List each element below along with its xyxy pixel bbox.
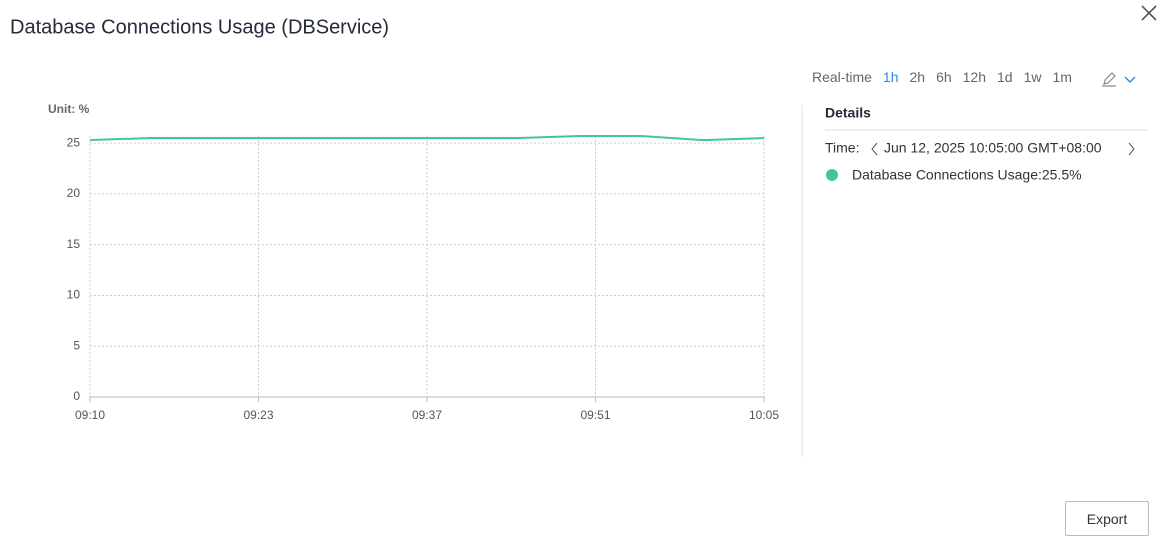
x-tick-label: 10:05 — [749, 408, 779, 422]
edit-icon[interactable] — [1102, 72, 1116, 87]
x-tick-label: 09:37 — [412, 408, 442, 422]
y-tick-label: 25 — [67, 135, 81, 149]
time-range-option[interactable]: 1d — [997, 69, 1013, 85]
export-button[interactable]: Export — [1065, 501, 1149, 536]
close-button[interactable] — [1141, 5, 1157, 21]
y-tick-label: 0 — [73, 389, 80, 403]
y-tick-label: 15 — [67, 237, 81, 251]
time-range-option[interactable]: Real-time — [812, 69, 872, 85]
next-time[interactable] — [1128, 142, 1135, 156]
y-tick-label: 20 — [67, 186, 81, 200]
legend-dot — [826, 169, 838, 181]
time-range-option[interactable]: 12h — [962, 69, 986, 85]
legend-entry: Database Connections Usage:25.5% — [852, 167, 1082, 183]
x-tick-label: 09:23 — [243, 408, 273, 422]
dialog-title: Database Connections Usage (DBService) — [10, 16, 389, 38]
time-label: Time: — [825, 140, 859, 156]
y-tick-label: 5 — [73, 338, 80, 352]
unit-label: Unit: % — [48, 102, 90, 116]
prev-time[interactable] — [871, 142, 878, 156]
time-range-option[interactable]: 1m — [1052, 69, 1072, 85]
y-tick-label: 10 — [67, 288, 81, 302]
details-title: Details — [825, 105, 871, 121]
time-range-option[interactable]: 6h — [936, 69, 952, 85]
time-range-option[interactable]: 1w — [1023, 69, 1042, 85]
time-range-option[interactable]: 2h — [909, 69, 926, 85]
time-value: Jun 12, 2025 10:05:00 GMT+08:00 — [884, 140, 1102, 156]
time-range-selector: Real-time 1h 2h 6h 12h 1d 1w 1m — [812, 69, 1072, 85]
x-tick-label: 09:10 — [75, 408, 105, 422]
time-range-option[interactable]: 1h — [882, 69, 899, 85]
x-tick-label: 09:51 — [580, 408, 610, 422]
series-line — [89, 135, 765, 142]
dropdown-icon[interactable] — [1124, 76, 1136, 83]
